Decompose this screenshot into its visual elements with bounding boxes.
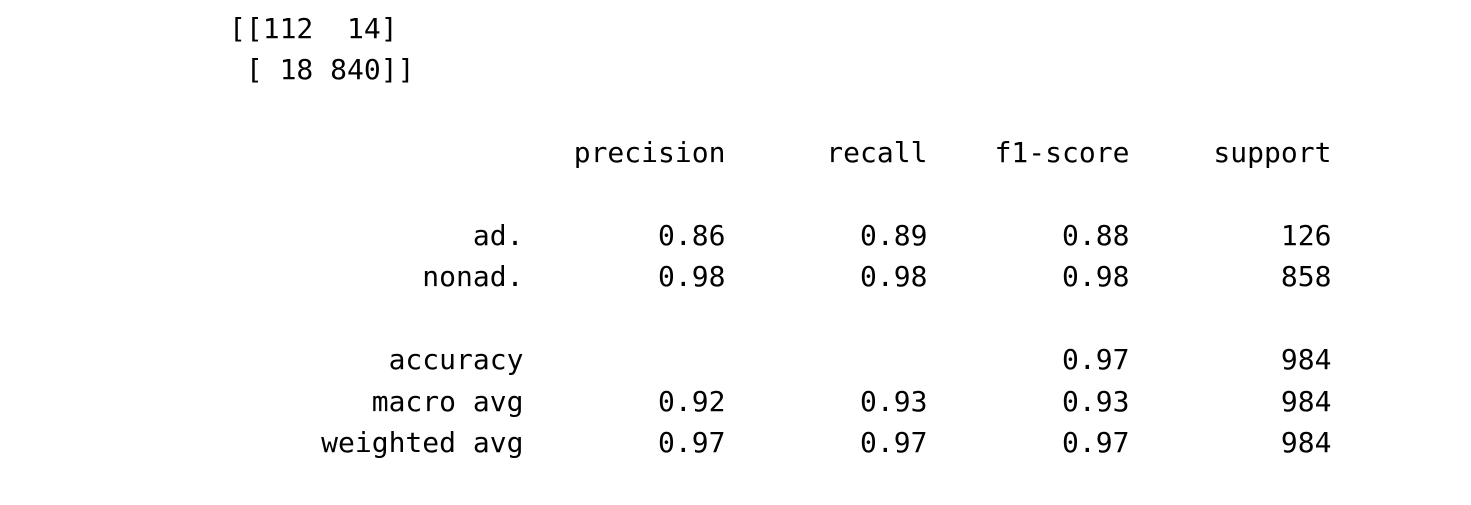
row-support: 984 xyxy=(1280,384,1332,418)
row-precision: 0.98 xyxy=(658,260,726,294)
row-f1-score: 0.88 xyxy=(1062,218,1130,252)
row-f1-score: 0.93 xyxy=(1062,384,1130,418)
row-recall: 0.93 xyxy=(860,384,928,418)
report-header-row: precision recall f1-score support xyxy=(229,91,1332,169)
header-recall: recall xyxy=(826,136,928,170)
console-output: [[112 14] [ 18 840]] precision recall f1-s… xyxy=(229,8,1332,459)
row-f1-score: 0.97 xyxy=(1062,343,1130,377)
header-support: support xyxy=(1213,136,1332,170)
report-row: ad. 0.86 0.89 0.88 126 xyxy=(229,174,1332,252)
row-precision: 0.97 xyxy=(658,425,726,459)
row-f1-score: 0.98 xyxy=(1062,260,1130,294)
row-f1-score: 0.97 xyxy=(1062,425,1130,459)
report-row: macro avg 0.92 0.93 0.93 984 xyxy=(229,339,1332,418)
row-support: 984 xyxy=(1280,425,1332,459)
confusion-matrix-line: [[112 14] xyxy=(229,12,398,45)
row-label: nonad. xyxy=(422,260,524,294)
row-support: 126 xyxy=(1280,218,1332,252)
row-support: 858 xyxy=(1280,260,1332,294)
row-precision: 0.86 xyxy=(658,218,726,252)
row-recall: 0.98 xyxy=(860,260,928,294)
row-label: macro avg xyxy=(371,384,524,418)
report-row: accuracy 0.97 984 xyxy=(229,298,1332,376)
row-precision: 0.92 xyxy=(658,384,726,418)
row-recall: 0.89 xyxy=(860,218,928,252)
report-row: nonad. 0.98 0.98 0.98 858 xyxy=(229,215,1331,293)
header-f1-score: f1-score xyxy=(994,136,1130,170)
row-label: accuracy xyxy=(388,343,524,377)
row-label: weighted avg xyxy=(321,425,524,459)
confusion-matrix-line: [ 18 840]] xyxy=(229,53,415,87)
row-support: 984 xyxy=(1280,343,1332,377)
header-precision: precision xyxy=(573,136,726,170)
row-label: ad. xyxy=(472,218,524,252)
row-recall: 0.97 xyxy=(860,425,928,459)
